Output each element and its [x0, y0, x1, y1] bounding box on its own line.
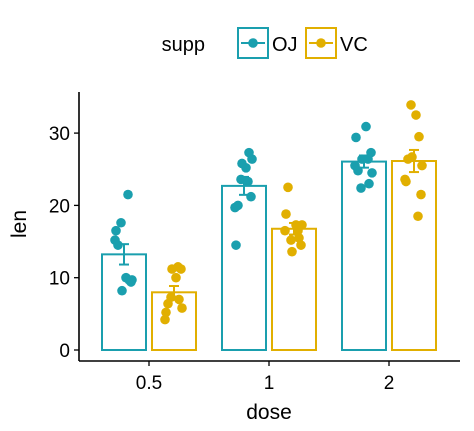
data-point-vc	[160, 314, 170, 325]
bar-vc	[391, 160, 437, 351]
legend: supp OJ VC	[162, 27, 368, 59]
plot-area: 0 10 20 30 0.5 1 2	[49, 92, 460, 394]
data-point-oj	[116, 217, 126, 228]
y-tick-label: 30	[49, 124, 70, 145]
legend-title: supp	[162, 34, 205, 56]
data-point-vc	[167, 264, 177, 274]
legend-key-point	[248, 38, 258, 48]
data-point-oj	[124, 275, 134, 285]
data-point-vc	[287, 246, 297, 257]
legend-key-point	[316, 38, 326, 48]
data-point-vc	[176, 264, 186, 274]
data-point-oj	[233, 200, 243, 211]
x-axis-title: dose	[246, 401, 292, 424]
data-point-oj	[367, 168, 377, 178]
bar-vc	[271, 227, 317, 351]
data-point-vc	[174, 294, 184, 305]
data-point-vc	[413, 211, 423, 222]
data-point-oj	[361, 121, 371, 132]
x-tick-label: 0.5	[136, 373, 162, 394]
data-point-oj	[113, 240, 123, 250]
bar-oj	[221, 184, 267, 351]
data-point-oj	[231, 240, 241, 250]
data-point-vc	[177, 303, 187, 313]
data-point-vc	[283, 182, 293, 193]
data-point-vc	[294, 233, 304, 243]
data-point-vc	[407, 152, 417, 162]
legend-label-oj: OJ	[272, 34, 298, 56]
data-point-vc	[411, 110, 421, 120]
data-point-vc	[291, 220, 301, 230]
bar-vc	[151, 291, 197, 351]
data-point-vc	[161, 307, 171, 318]
data-point-vc	[414, 131, 424, 142]
data-point-vc	[401, 176, 411, 187]
y-axis-title: len	[8, 210, 31, 238]
data-point-vc	[163, 298, 173, 309]
data-point-vc	[416, 189, 426, 200]
data-point-oj	[111, 225, 121, 236]
data-point-oj	[244, 147, 254, 158]
data-point-vc	[286, 235, 296, 245]
x-tick-label: 1	[264, 373, 275, 394]
data-point-oj	[237, 158, 247, 169]
data-point-vc	[171, 272, 181, 283]
y-tick-label: 20	[49, 196, 70, 217]
data-point-oj	[357, 154, 367, 164]
data-point-vc	[280, 225, 290, 236]
data-point-vc	[296, 240, 306, 250]
y-tick-label: 0	[59, 341, 70, 362]
data-point-vc	[417, 160, 427, 171]
legend-label-vc: VC	[340, 34, 368, 56]
data-point-oj	[364, 178, 374, 189]
data-point-oj	[117, 285, 127, 296]
bar-oj	[341, 160, 387, 351]
data-point-oj	[123, 189, 133, 200]
bar-oj	[101, 253, 147, 352]
data-point-oj	[236, 174, 246, 185]
data-point-oj	[351, 132, 361, 143]
data-point-oj	[356, 183, 366, 193]
data-point-vc	[281, 209, 291, 219]
data-point-vc	[406, 100, 416, 110]
x-tick-label: 2	[384, 373, 395, 394]
data-point-oj	[246, 191, 256, 202]
data-point-oj	[366, 147, 376, 158]
y-tick-label: 10	[49, 269, 70, 290]
data-point-oj	[353, 165, 363, 176]
